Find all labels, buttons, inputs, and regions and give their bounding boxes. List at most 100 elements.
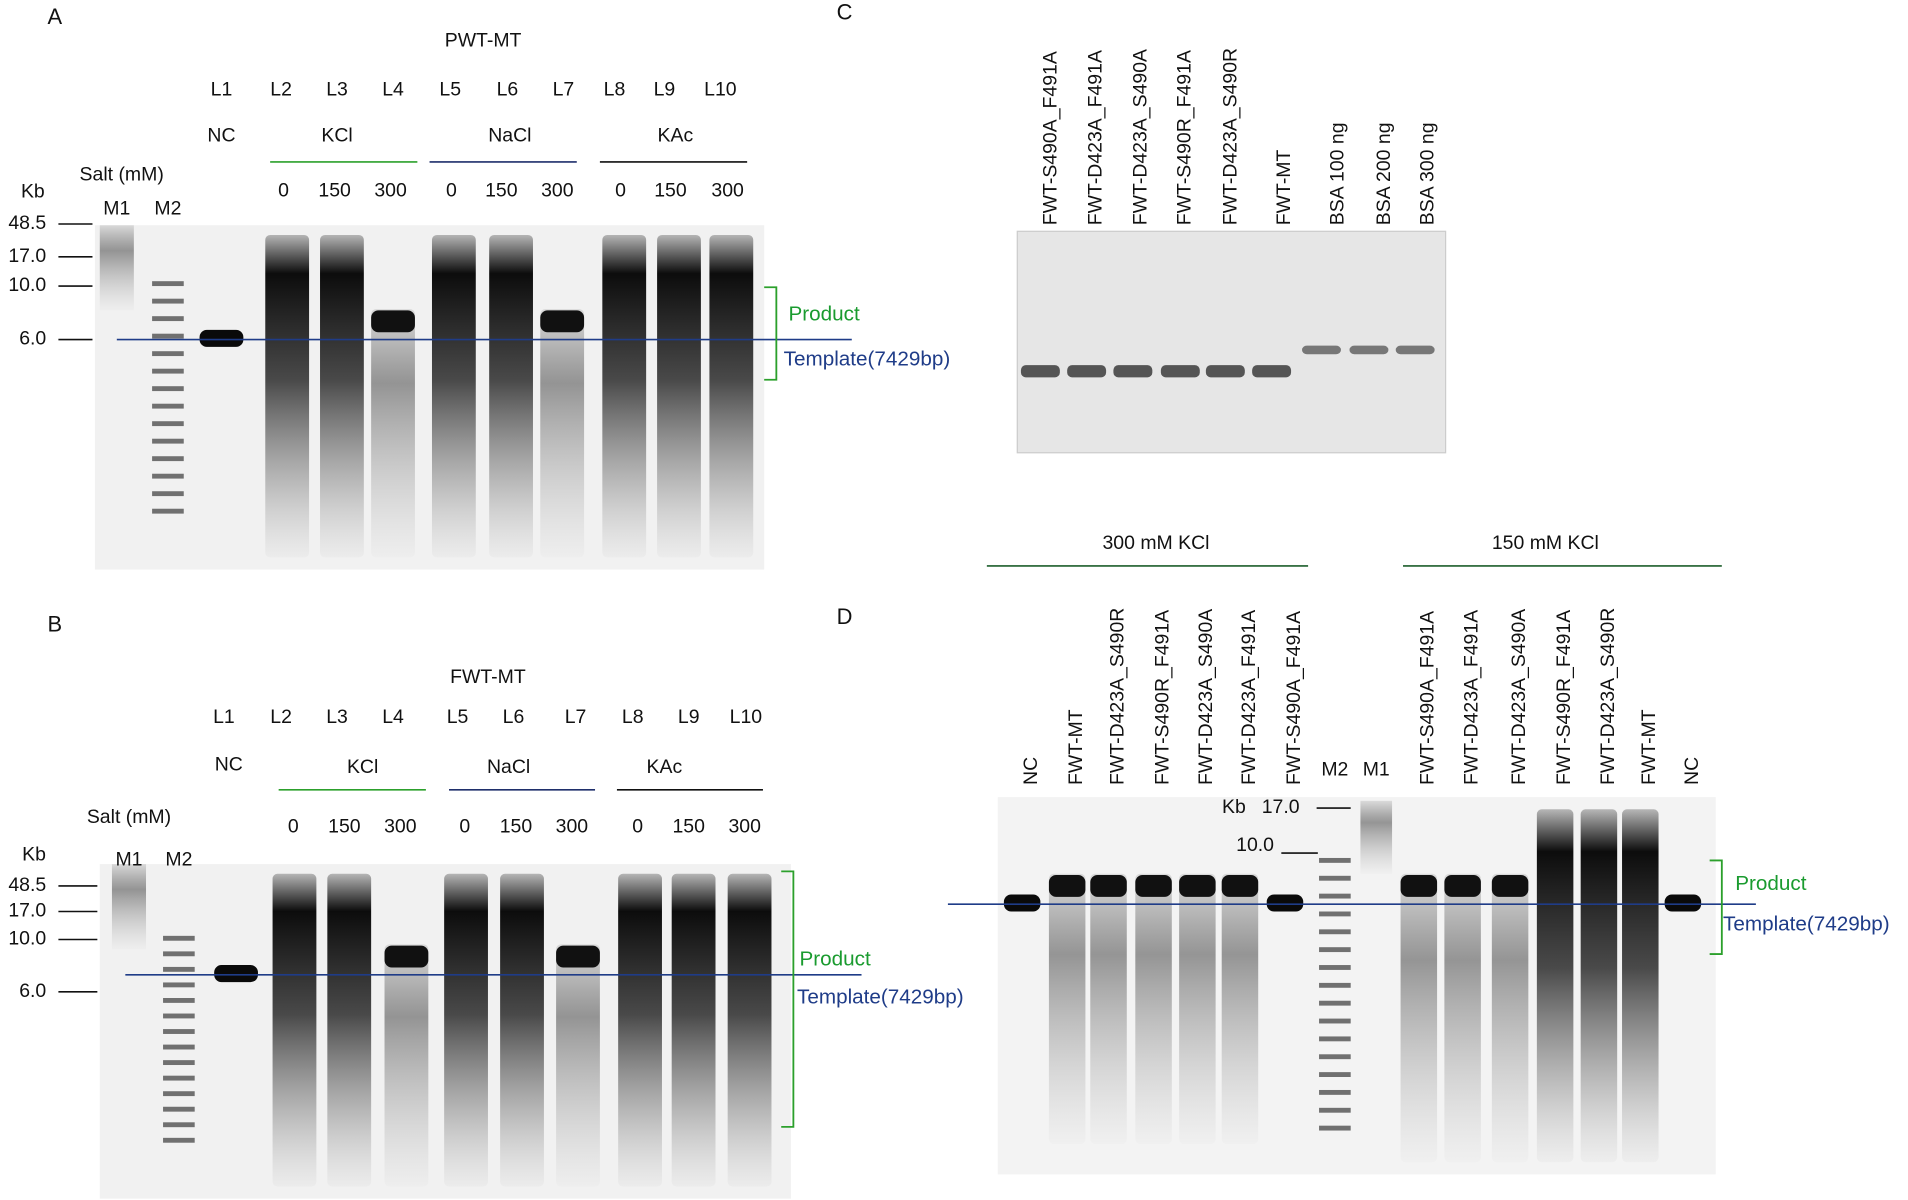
smear bbox=[1400, 873, 1438, 1163]
protein-band bbox=[1252, 365, 1292, 378]
conc-label: 0 bbox=[278, 179, 289, 201]
size-label: 48.5 bbox=[8, 874, 46, 896]
lane-label: L6 bbox=[497, 78, 519, 100]
panel-letter: D bbox=[837, 604, 853, 629]
ladder-band bbox=[152, 298, 184, 304]
conc-label: 150 bbox=[500, 816, 533, 838]
lane-label: L4 bbox=[382, 706, 404, 728]
band bbox=[1491, 875, 1529, 897]
conc-label: 0 bbox=[446, 179, 457, 201]
panel-letter: B bbox=[47, 611, 62, 636]
protein-band bbox=[1302, 345, 1341, 355]
salt-label: Salt (mM) bbox=[80, 163, 164, 185]
conc-label: 150 bbox=[318, 179, 351, 201]
lane-label: FWT-S490A_F491A bbox=[1283, 611, 1305, 785]
conc-label: 0 bbox=[615, 179, 626, 201]
smear bbox=[384, 944, 429, 1187]
protein-band bbox=[1160, 365, 1200, 378]
ladder-band bbox=[152, 386, 184, 392]
band bbox=[1048, 875, 1086, 897]
salt-group: KAc bbox=[658, 125, 694, 147]
smear bbox=[1536, 809, 1574, 1163]
smear bbox=[709, 234, 754, 558]
band bbox=[1090, 875, 1127, 897]
size-label: 10.0 bbox=[1236, 834, 1274, 856]
ladder-band bbox=[163, 1106, 195, 1112]
size-label: 6.0 bbox=[19, 328, 46, 350]
lane-label: FWT-D423A_S490A bbox=[1508, 609, 1530, 785]
lane-label: FWT-S490A_F491A bbox=[1039, 51, 1061, 225]
template-label: Template(7429bp) bbox=[1723, 912, 1890, 935]
ladder-band bbox=[163, 1060, 195, 1066]
smear bbox=[272, 873, 317, 1187]
conc-label: 300 bbox=[728, 816, 761, 838]
lane-label: BSA 100 ng bbox=[1327, 122, 1349, 225]
ladder-band bbox=[1319, 965, 1351, 970]
protein-band bbox=[1113, 365, 1153, 378]
smear bbox=[444, 873, 488, 1187]
ladder-band bbox=[163, 935, 195, 941]
band bbox=[1266, 894, 1304, 912]
lane-label: FWT-D423A_F491A bbox=[1238, 610, 1260, 785]
product-label: Product bbox=[799, 948, 870, 971]
protein-band bbox=[1205, 365, 1245, 378]
smear bbox=[1444, 873, 1481, 1163]
band bbox=[371, 310, 415, 333]
ladder-band bbox=[1319, 1089, 1351, 1095]
marker-label: M1 bbox=[103, 198, 130, 220]
ladder-band bbox=[152, 438, 184, 444]
template-label: Template(7429bp) bbox=[784, 348, 951, 371]
band bbox=[1003, 894, 1041, 912]
ladder-band bbox=[163, 1122, 195, 1128]
lane-label: FWT-S490A_F491A bbox=[1417, 611, 1439, 785]
product-bracket bbox=[1709, 859, 1723, 956]
panel-letter: C bbox=[837, 0, 853, 24]
construct-label: PWT-MT bbox=[445, 30, 522, 52]
ladder-band bbox=[152, 508, 184, 514]
lane-label: L8 bbox=[622, 706, 644, 728]
smear bbox=[556, 944, 600, 1187]
smear bbox=[265, 234, 310, 558]
lane-label: L3 bbox=[326, 706, 348, 728]
size-unit: Kb bbox=[21, 181, 45, 203]
control-label: NC bbox=[215, 754, 243, 776]
conc-label: 150 bbox=[654, 179, 687, 201]
smear bbox=[1090, 873, 1127, 1144]
marker-label: M2 bbox=[165, 849, 192, 871]
lane-label: L5 bbox=[447, 706, 469, 728]
lane-label: NC bbox=[1681, 757, 1703, 785]
smear bbox=[1179, 873, 1216, 1144]
ladder-band bbox=[1319, 1054, 1351, 1060]
ladder-band bbox=[152, 333, 184, 339]
ladder-band bbox=[152, 281, 184, 287]
lane-label: L2 bbox=[270, 78, 292, 100]
ladder-band bbox=[1319, 1036, 1351, 1042]
smear bbox=[1622, 809, 1659, 1163]
template-label: Template(7429bp) bbox=[797, 985, 964, 1008]
lane-label: FWT-MT bbox=[1638, 709, 1660, 785]
smear bbox=[1221, 873, 1259, 1144]
lane-label: FWT-D423A_S490R bbox=[1106, 608, 1128, 785]
size-label: 17.0 bbox=[1262, 796, 1300, 818]
ladder-band bbox=[1319, 875, 1351, 881]
smear bbox=[727, 873, 772, 1187]
lane-label: BSA 200 ng bbox=[1373, 122, 1395, 225]
lane-label: FWT-D423A_S490R bbox=[1597, 608, 1619, 785]
conc-label: 0 bbox=[459, 816, 470, 838]
ladder-band bbox=[1319, 1000, 1351, 1006]
lane-label: FWT-S490R_F491A bbox=[1553, 610, 1575, 785]
smear bbox=[489, 234, 533, 558]
protein-gel bbox=[1016, 230, 1447, 454]
lane-label: L6 bbox=[503, 706, 525, 728]
smear bbox=[1491, 873, 1529, 1163]
ladder-band bbox=[1319, 947, 1351, 953]
product-label: Product bbox=[789, 303, 860, 326]
lane-label: L4 bbox=[382, 78, 404, 100]
size-label: 17.0 bbox=[8, 245, 46, 267]
smear bbox=[671, 873, 716, 1187]
size-label: 48.5 bbox=[8, 212, 46, 234]
lane-label: BSA 300 ng bbox=[1417, 122, 1439, 225]
salt-group: NaCl bbox=[488, 125, 531, 147]
